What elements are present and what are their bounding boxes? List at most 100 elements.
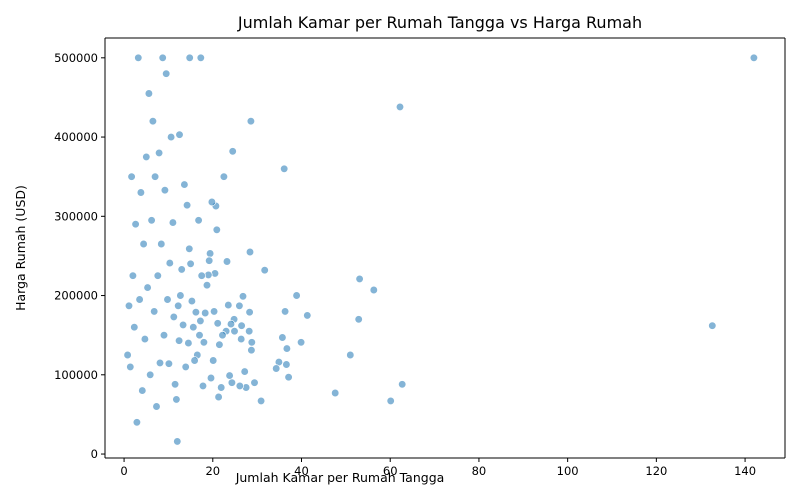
data-point [148,117,158,126]
x-tick-label: 40 [294,464,309,478]
data-point [386,396,395,406]
data-point [209,356,218,365]
data-point [185,53,194,62]
data-point [165,258,174,268]
data-point [180,180,189,189]
x-ticks: 0 20 40 60 80 100 120 140 [120,458,756,478]
x-axis-label: Jumlah Kamar per Rumah Tangga [235,470,445,485]
data-point [185,244,194,253]
data-point [142,152,151,162]
data-point [174,301,183,310]
data-point [224,300,233,310]
chart-title: Jumlah Kamar per Rumah Tangga vs Harga R… [237,13,642,32]
data-point [168,218,178,227]
data-point [128,271,138,280]
data-point [346,350,355,360]
data-point [174,336,184,345]
y-tick-label: 300000 [54,209,98,223]
data-point [196,316,205,326]
data-point [176,291,185,300]
data-point [214,392,223,402]
data-point [749,53,759,62]
x-tick-label: 100 [557,464,579,478]
data-point [282,344,292,353]
data-point [247,338,256,347]
data-point [237,334,246,344]
data-point [134,53,143,62]
data-point [158,53,167,62]
data-point [708,321,717,330]
data-point [222,257,232,266]
data-point [230,327,239,336]
data-point [126,362,135,372]
data-point [206,373,216,383]
data-point [355,274,364,284]
data-point [245,247,255,257]
data-point [140,334,150,344]
y-tick-label: 400000 [54,130,98,144]
data-point [212,225,221,234]
data-point [256,396,266,406]
data-point [225,371,234,380]
data-point [152,402,161,411]
data-point [278,333,287,342]
data-point [247,346,256,355]
data-point [235,301,244,310]
data-point [190,356,199,365]
data-point [184,338,193,348]
y-ticks: 0 100000 200000 300000 400000 500000 [54,51,105,461]
data-point [354,315,363,324]
data-point [187,296,197,306]
data-point [202,281,212,290]
data-point [143,283,152,292]
data-point [238,292,248,301]
x-tick-label: 20 [205,464,220,478]
data-point [131,220,140,229]
data-point [240,367,249,376]
data-point [398,380,407,389]
data-point [123,350,132,360]
data-point [170,380,180,389]
x-tick-label: 120 [645,464,667,478]
data-point [201,308,210,318]
data-point [163,295,172,304]
data-point [169,312,178,322]
data-point [162,69,171,78]
data-point [182,201,192,210]
data-point [213,319,222,328]
y-tick-label: 200000 [54,289,98,303]
data-point [272,364,281,373]
y-tick-label: 0 [91,447,98,461]
data-point [196,53,205,62]
data-point [186,259,195,268]
data-point [191,308,201,317]
data-point [197,271,206,280]
data-point [296,338,306,347]
data-point [147,216,156,225]
data-point [205,256,214,265]
data-point [132,418,142,427]
data-point [280,164,289,173]
data-point [146,370,155,379]
data-point [218,331,227,340]
x-tick-label: 140 [734,464,756,478]
data-point [130,323,139,332]
data-point [282,360,291,369]
data-point [209,307,219,316]
data-point [250,378,259,387]
data-point [138,386,147,395]
data-point [181,362,190,372]
data-point [127,172,136,181]
data-point [153,271,162,280]
data-point [164,359,174,368]
data-point [284,373,293,382]
data-point [245,308,254,317]
data-point [175,130,184,139]
data-points [123,53,759,446]
data-point [155,358,165,368]
data-point [199,338,209,347]
data-point [369,285,378,295]
data-point [228,147,237,156]
data-point [331,388,340,398]
